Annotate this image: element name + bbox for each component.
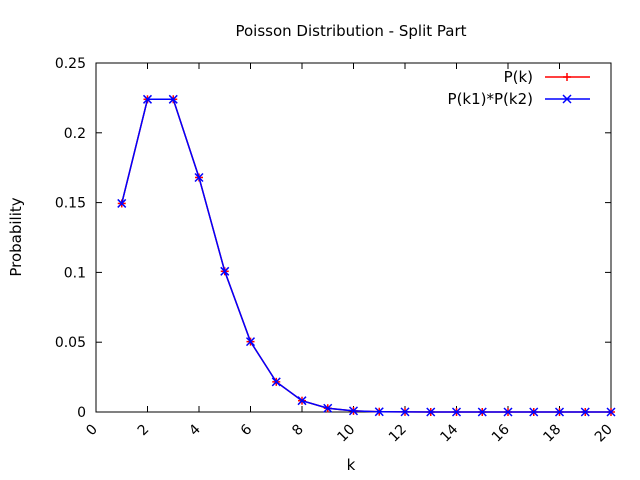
x-tick-label-7: 14 (437, 421, 461, 445)
series-1-point-18 (580, 407, 590, 417)
series-1-point-9 (348, 406, 359, 416)
x-axis: 0 2 4 6 8 10 12 14 16 18 20 (83, 63, 616, 445)
series-1-point-16 (529, 407, 539, 417)
series-1-point-4 (220, 266, 230, 276)
y-tick-label-2: 0.1 (64, 265, 86, 281)
x-tick-label-1: 2 (135, 422, 153, 440)
legend-label-1: P(k1)*P(k2) (448, 90, 533, 108)
x-tick-label-3: 6 (238, 421, 256, 439)
series-line-1 (121, 98, 611, 413)
series-1-point-8 (323, 403, 333, 413)
y-tick-label-0: 0 (77, 405, 86, 421)
x-axis-label: k (347, 456, 356, 474)
series-1-point-19 (606, 407, 616, 417)
series-1-point-0 (117, 198, 127, 208)
series-layer (117, 94, 616, 417)
series-1-point-1 (142, 94, 153, 104)
series-1-point-10 (374, 407, 384, 417)
series-1-point-2 (168, 94, 178, 104)
series-1-point-12 (426, 407, 436, 417)
series-1-point-14 (477, 407, 487, 417)
legend-marker-0 (563, 73, 571, 81)
x-tick-label-4: 8 (289, 422, 307, 440)
series-line-0 (121, 98, 611, 413)
y-tick-label-4: 0.2 (64, 126, 86, 142)
chart-title: Poisson Distribution - Split Part (235, 22, 466, 40)
series-1-point-6 (271, 377, 281, 387)
y-tick-label-5: 0.25 (55, 56, 86, 72)
legend: P(k) P(k1)*P(k2) (448, 68, 590, 108)
plot-frame (95, 62, 612, 413)
y-axis-label: Probability (7, 197, 25, 276)
x-tick-label-10: 20 (592, 422, 616, 446)
x-tick-label-5: 10 (334, 422, 358, 446)
series-1-point-13 (451, 407, 462, 417)
series-1-point-17 (554, 407, 565, 417)
series-1-point-15 (503, 407, 513, 417)
x-tick-label-6: 12 (386, 422, 410, 446)
series-1-point-3 (194, 172, 204, 183)
series-1-point-5 (245, 337, 256, 347)
legend-label-0: P(k) (504, 68, 533, 86)
x-tick-label-2: 4 (186, 421, 204, 439)
x-tick-label-8: 16 (489, 421, 513, 445)
y-tick-label-1: 0.05 (55, 335, 86, 351)
x-tick-label-0: 0 (83, 422, 101, 440)
x-tick-label-9: 18 (540, 422, 564, 446)
y-axis: 0 0.05 0.1 0.15 0.2 0.25 (55, 56, 611, 421)
series-1-point-7 (297, 396, 307, 406)
series-1-point-11 (400, 407, 410, 417)
y-tick-label-3: 0.15 (55, 196, 86, 212)
legend-marker-1 (562, 94, 572, 104)
